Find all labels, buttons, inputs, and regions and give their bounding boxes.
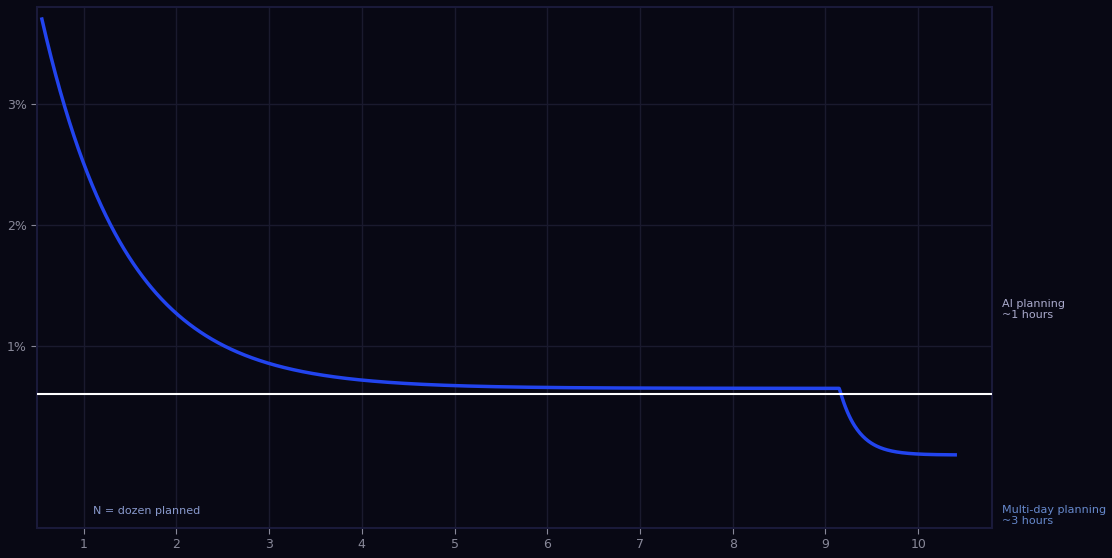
Text: AI planning
~1 hours: AI planning ~1 hours xyxy=(1002,299,1065,320)
Text: N = dozen planned: N = dozen planned xyxy=(93,506,200,516)
Text: Multi-day planning
~3 hours: Multi-day planning ~3 hours xyxy=(1002,505,1106,526)
